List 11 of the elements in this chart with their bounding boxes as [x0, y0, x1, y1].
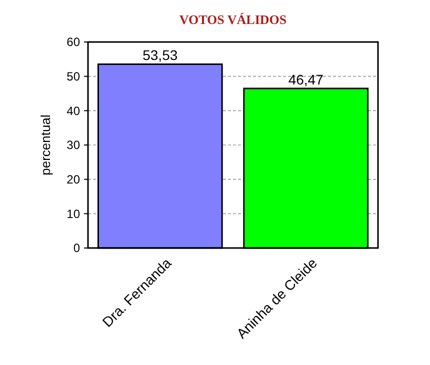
- y-tick-label: 40: [66, 104, 80, 118]
- y-tick-label: 60: [66, 35, 80, 50]
- y-tick-label: 30: [66, 138, 80, 152]
- data-label: 53,53: [142, 47, 178, 64]
- chart-title: VOTOS VÁLIDOS: [179, 12, 287, 27]
- y-tick-label: 50: [66, 70, 80, 84]
- y-tick-label: 0: [73, 241, 80, 256]
- y-tick-label: 10: [66, 206, 80, 221]
- y-axis-title: percentual: [38, 114, 53, 176]
- data-label: 46,47: [288, 71, 324, 88]
- y-tick-label: 20: [66, 172, 80, 187]
